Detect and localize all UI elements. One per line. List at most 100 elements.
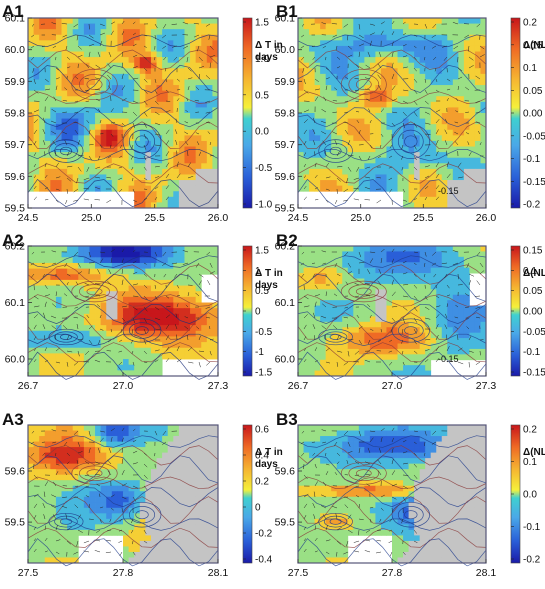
heatmap-cell [44,274,51,281]
heatmap-cell [156,319,163,326]
heatmap-cell [353,79,360,86]
heatmap-cell [408,338,415,344]
colorbar-tick-label: -0.05 [523,327,545,338]
heatmap-cell [347,113,354,119]
eddy-contour [54,331,78,343]
heatmap-cell [55,436,62,442]
heatmap-cell [386,146,393,153]
heatmap-cell [201,57,208,64]
heatmap-cell [28,308,34,315]
heatmap-cell [342,18,349,24]
heatmap-cell [309,180,315,187]
heatmap-cell [178,330,185,337]
heatmap-cell [134,279,141,286]
heatmap-cell [331,107,338,114]
heatmap-cell [67,246,74,253]
heatmap-cell [380,365,387,371]
velocity-arrow [369,32,375,36]
heatmap-cell [298,273,304,279]
heatmap-cell [419,180,426,187]
velocity-arrow [198,66,205,69]
heatmap-cell [353,157,360,164]
heatmap-cell [184,40,191,47]
heatmap-cell [111,353,118,360]
heatmap-cell [458,311,465,317]
velocity-arrow [391,317,396,322]
heatmap-cell [123,302,129,309]
heatmap-cell [403,113,409,119]
velocity-arrow [64,139,68,146]
heatmap-cell [474,168,481,175]
heatmap-cell [430,289,437,296]
heatmap-cell [111,285,118,292]
velocity-arrow [121,268,124,275]
heatmap-cell [83,308,90,315]
heatmap-cell [298,18,304,24]
heatmap-cell [206,68,213,75]
velocity-arrow [336,334,340,341]
heatmap-cell [474,34,481,41]
heatmap-cell [67,29,74,36]
heatmap-cell [195,73,202,80]
heatmap-cell [425,85,432,92]
velocity-arrow [312,56,316,60]
velocity-arrow [336,66,341,69]
heatmap-cell [386,311,393,317]
heatmap-cell [117,441,124,448]
velocity-arrow [402,122,406,129]
heatmap-cell [44,124,51,131]
velocity-arrow [314,187,318,190]
velocity-arrow [325,334,327,341]
velocity-arrow [110,144,112,149]
heatmap-cell [336,85,343,92]
heatmap-cell [469,152,476,159]
heatmap-cell [145,79,152,86]
heatmap-cell [100,168,107,175]
heatmap-cell [314,57,321,64]
x-tick-label: 25.0 [350,212,371,224]
heatmap-cell [83,51,90,58]
heatmap-cell [72,140,79,147]
heatmap-cell [150,279,157,286]
heatmap-cell [162,118,169,125]
heatmap-cell [375,300,382,306]
heatmap-cell [150,157,157,164]
heatmap-cell [89,441,96,448]
heatmap-cell [89,23,96,30]
heatmap-cell [436,338,443,344]
heatmap-cell [447,140,454,147]
heatmap-cell [67,302,74,309]
heatmap-cell [106,68,113,75]
velocity-arrow [442,45,448,48]
velocity-arrow [94,176,101,179]
heatmap-cell [83,370,90,377]
heatmap-cell [331,359,338,366]
heatmap-cell [336,251,343,258]
heatmap-cell [117,79,124,86]
heatmap-cell [408,305,415,312]
heatmap-cell [184,347,191,354]
heatmap-cell [408,316,415,323]
heatmap-cell [44,68,51,75]
heatmap-cell [436,118,443,125]
heatmap-cell [67,45,74,52]
eddy-contour [348,74,380,95]
heatmap-cell [463,118,470,125]
heatmap-cell [123,185,129,192]
heatmap-cell [128,57,135,64]
velocity-arrow [334,262,338,268]
eddy-contour [397,322,424,339]
heatmap-cell [342,327,349,334]
velocity-arrow [143,273,148,277]
heatmap-cell [72,359,79,366]
heatmap-cell [100,96,107,103]
heatmap-cell [33,291,40,298]
velocity-arrow [479,270,485,275]
heatmap-cell [106,257,113,264]
heatmap-cell [425,40,432,47]
heatmap-cell [447,273,454,279]
heatmap-cell [303,163,310,170]
heatmap-cell [184,45,191,52]
velocity-arrow [413,306,418,312]
heatmap-cell [190,268,197,275]
